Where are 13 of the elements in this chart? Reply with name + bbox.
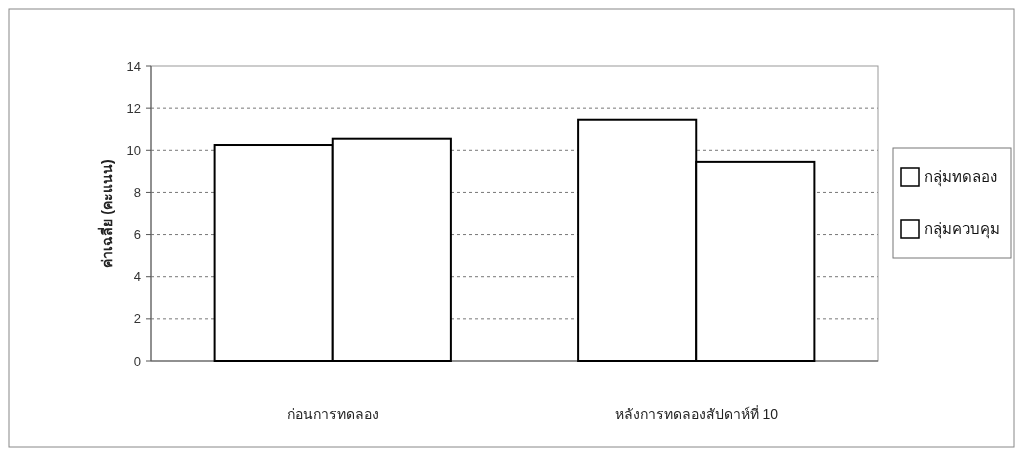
x-tick-label: หลังการทดลองสัปดาห์ที่ 10 <box>614 405 779 422</box>
y-tick-label: 8 <box>133 184 141 200</box>
y-tick-label: 12 <box>126 100 141 116</box>
y-tick-label: 2 <box>133 311 141 327</box>
y-tick-label: 0 <box>133 353 141 369</box>
y-tick-label: 4 <box>133 269 141 285</box>
legend-label: กลุ่มควบคุม <box>924 220 1000 240</box>
y-tick-label: 6 <box>133 227 141 243</box>
y-tick-label: 10 <box>126 142 141 158</box>
y-axis-title: ค่าเฉลี่ย (คะแนน) <box>97 159 115 268</box>
x-tick-label: ก่อนการทดลอง <box>286 406 379 422</box>
y-tick-label: 14 <box>126 58 141 74</box>
legend-label: กลุ่มทดลอง <box>924 168 997 188</box>
